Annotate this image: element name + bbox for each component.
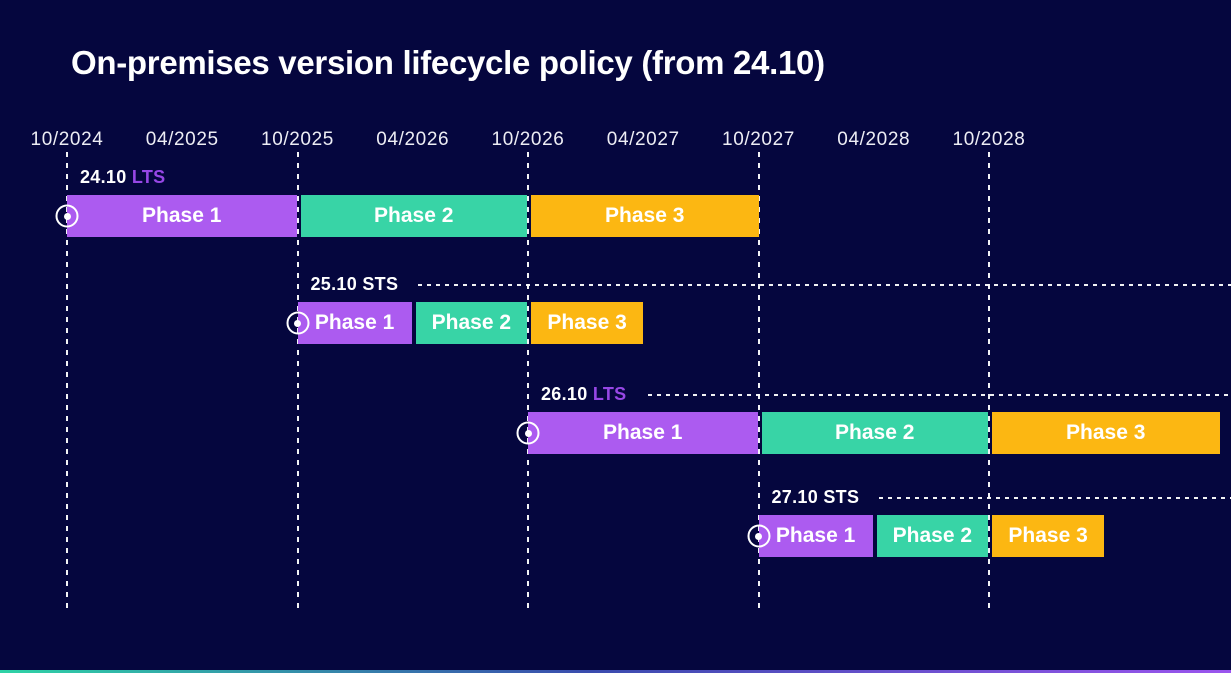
phase-label: Phase 3 [547,311,627,334]
phase-label: Phase 2 [374,204,454,227]
phase-bar: Phase 2 [876,515,988,557]
phase-bar: Phase 2 [300,195,527,237]
timeline-gridline [527,152,529,612]
x-axis-tick-label: 10/2024 [30,129,104,150]
version-number: 25.10 [310,274,363,294]
phase-bar: Phase 3 [531,302,644,344]
phase-label: Phase 3 [1066,421,1146,444]
timeline-gridline [66,152,68,612]
channel-tag: LTS [131,167,166,187]
x-axis-tick-label: 10/2026 [491,129,565,150]
phase-bar: Phase 3 [531,195,759,237]
phase-label: Phase 1 [603,421,683,444]
version-label: 27.10 STS [772,487,860,508]
phase-bar: Phase 3 [992,412,1220,454]
release-marker-icon [55,204,79,228]
x-axis-tick-label: 04/2028 [837,129,911,150]
timeline-gridline [296,152,299,612]
leader-dashed-line [417,284,1231,286]
page-title: On-premises version lifecycle policy (fr… [71,44,825,81]
version-label: 26.10 LTS [541,384,626,405]
phase-label: Phase 1 [775,524,856,547]
x-axis-tick-label: 10/2027 [722,129,795,150]
leader-dashed-line [878,497,1231,499]
phase-bar: Phase 1 [297,302,412,344]
phase-bar: Phase 1 [67,195,297,237]
phase-label: Phase 3 [605,204,685,227]
phase-label: Phase 1 [142,204,222,227]
accent-bar [0,670,1231,673]
version-label: 25.10 STS [311,274,399,295]
channel-tag: STS [362,274,399,294]
phase-bar: Phase 3 [992,515,1105,557]
x-axis-tick-label: 10/2028 [952,129,1026,150]
phase-label: Phase 2 [892,524,973,547]
timeline-gridline [988,152,990,612]
release-marker-icon [286,311,309,335]
phase-bar: Phase 2 [761,412,988,454]
x-axis-tick-label: 10/2025 [261,129,334,150]
phase-label: Phase 1 [314,311,395,334]
version-number: 27.10 [771,487,824,507]
phase-bar: Phase 2 [415,302,527,344]
phase-bar: Phase 1 [758,515,873,557]
timeline-gridline [757,152,760,612]
leader-dashed-line [648,394,1231,396]
x-axis-tick-label: 04/2027 [606,129,680,150]
phase-label: Phase 3 [1008,524,1088,547]
phase-bar: Phase 1 [528,412,758,454]
version-label: 24.10 LTS [80,167,165,188]
phase-label: Phase 2 [431,311,512,334]
x-axis-tick-label: 04/2026 [376,129,450,150]
release-marker-icon [747,524,770,548]
phase-label: Phase 2 [835,421,915,444]
version-number: 26.10 [541,384,593,404]
x-axis-tick-label: 04/2025 [145,129,219,150]
release-marker-icon [516,421,540,445]
version-number: 24.10 [80,167,132,187]
channel-tag: LTS [592,384,627,404]
channel-tag: STS [823,487,860,507]
